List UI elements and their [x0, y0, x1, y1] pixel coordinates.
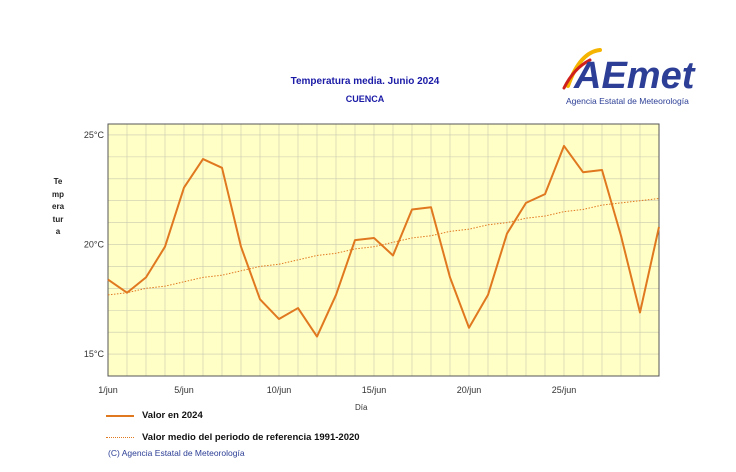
logo-wordmark: AEmet: [573, 55, 696, 97]
legend-swatch-dotted: [106, 437, 134, 438]
y-axis-label: Temperatura: [52, 177, 65, 237]
logo-caption: Agencia Estatal de Meteorología: [566, 96, 689, 106]
legend-label-reference: Valor medio del periodo de referencia 19…: [142, 432, 360, 443]
x-tick-label: 1/jun: [98, 385, 118, 395]
legend-label-2024: Valor en 2024: [142, 410, 203, 421]
plot-area: [108, 124, 659, 376]
y-tick-label: 25°C: [84, 130, 105, 140]
y-tick-label: 15°C: [84, 349, 105, 359]
x-tick-label: 20/jun: [457, 385, 482, 395]
plot-frame: [107, 123, 660, 377]
legend-item-reference: Valor medio del periodo de referencia 19…: [106, 432, 360, 443]
x-tick-label: 15/jun: [362, 385, 387, 395]
chart-title: Temperatura media. Junio 2024: [290, 76, 440, 87]
legend-swatch-solid: [106, 414, 134, 417]
x-tick-label: 5/jun: [174, 385, 194, 395]
series-line-reference: [107, 198, 660, 296]
copyright-notice: (C) Agencia Estatal de Meteorología: [108, 448, 245, 458]
series-line-2024: [107, 144, 660, 338]
x-tick-label: 10/jun: [267, 385, 292, 395]
x-axis-label: Día: [355, 403, 368, 412]
aemet-logo: AEmet: [562, 48, 696, 97]
y-tick-label: 20°C: [84, 240, 105, 250]
chart-subtitle: CUENCA: [345, 94, 385, 104]
x-tick-label: 25/jun: [552, 385, 577, 395]
legend-item-2024: Valor en 2024: [106, 410, 203, 421]
